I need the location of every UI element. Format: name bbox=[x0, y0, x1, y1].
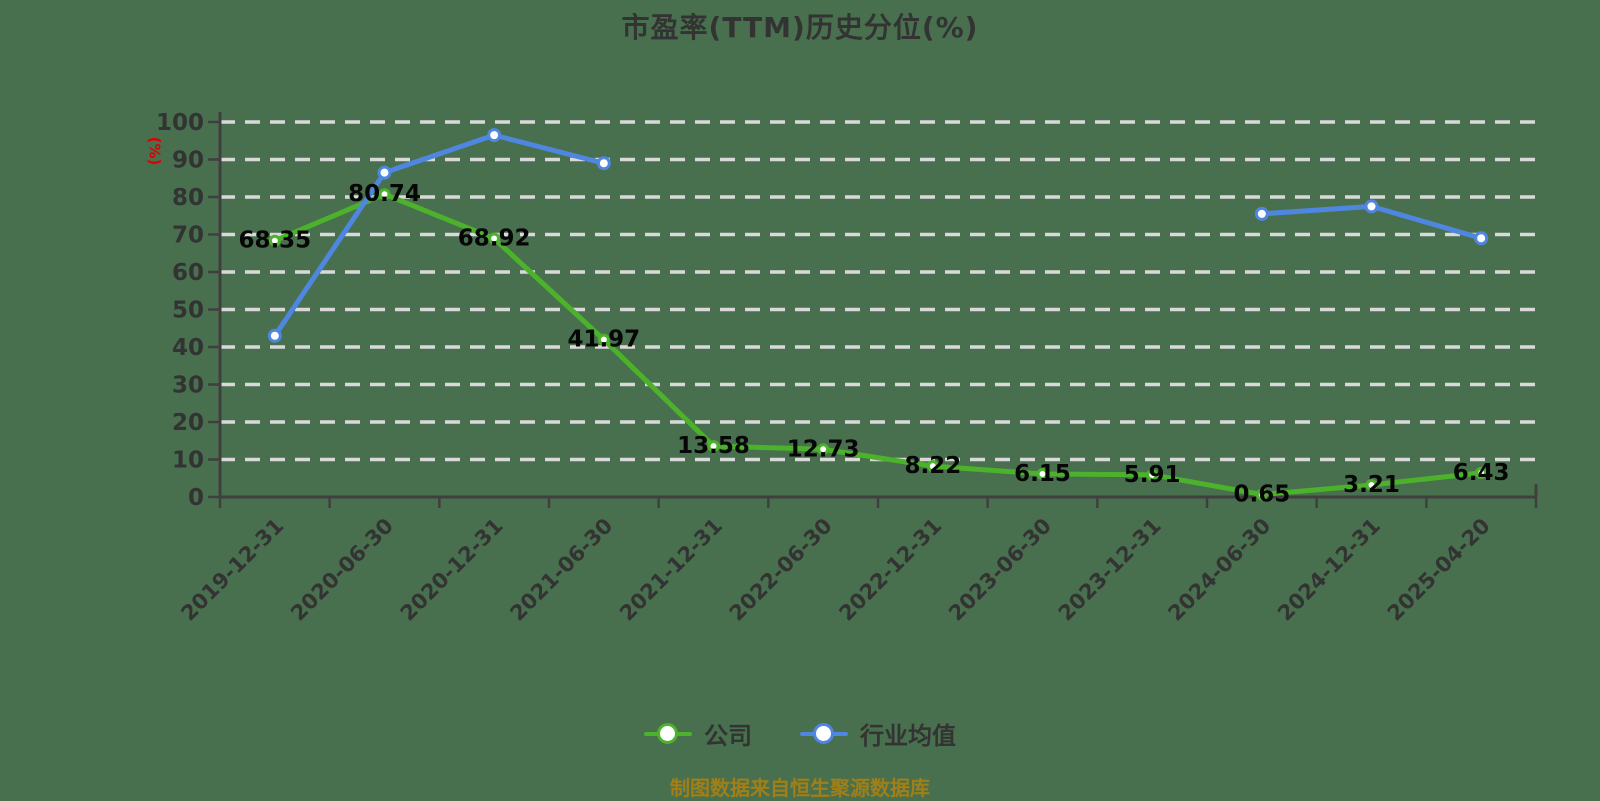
legend-label: 公司 bbox=[704, 722, 752, 750]
company-data-point[interactable] bbox=[1365, 478, 1378, 491]
company-data-point[interactable] bbox=[817, 443, 830, 456]
company-data-point[interactable] bbox=[1036, 467, 1049, 480]
company-data-point[interactable] bbox=[926, 460, 939, 473]
industry-data-point[interactable] bbox=[377, 165, 392, 180]
data-label: 80.74 bbox=[348, 181, 421, 207]
data-label: 68.92 bbox=[458, 226, 531, 252]
x-tick-label: 2025-04-20 bbox=[1383, 514, 1495, 626]
data-label: 8.22 bbox=[904, 453, 961, 479]
company-data-point[interactable] bbox=[488, 232, 501, 245]
data-label: 0.65 bbox=[1233, 482, 1290, 508]
company-line bbox=[272, 191, 1484, 498]
data-label: 5.91 bbox=[1124, 462, 1181, 488]
legend-item-industry[interactable]: 行业均值 bbox=[800, 716, 956, 751]
y-tick-label: 90 bbox=[172, 148, 204, 174]
legend-label: 行业均值 bbox=[860, 722, 956, 750]
x-tick-label: 2022-12-31 bbox=[834, 514, 946, 626]
data-label: 12.73 bbox=[787, 436, 860, 462]
y-tick-label: 70 bbox=[172, 223, 204, 249]
company-data-point[interactable] bbox=[268, 234, 281, 247]
x-tick-label: 2021-06-30 bbox=[505, 514, 617, 626]
data-label: 68.35 bbox=[238, 228, 311, 254]
industry-data-point[interactable] bbox=[1474, 231, 1489, 246]
company-data-point[interactable] bbox=[1255, 488, 1268, 501]
company-data-point[interactable] bbox=[1146, 468, 1159, 481]
industry-data-point[interactable] bbox=[1254, 206, 1269, 221]
data-label: 3.21 bbox=[1343, 472, 1400, 498]
company-data-point[interactable] bbox=[378, 188, 391, 201]
x-tick-label: 2023-06-30 bbox=[944, 514, 1056, 626]
chart-legend: 公司 行业均值 bbox=[0, 716, 1600, 751]
industry-data-point[interactable] bbox=[267, 328, 282, 343]
company-data-point[interactable] bbox=[1475, 466, 1488, 479]
y-tick-label: 30 bbox=[172, 373, 204, 399]
y-tick-label: 10 bbox=[172, 448, 204, 474]
industry-data-point[interactable] bbox=[596, 156, 611, 171]
data-label: 41.97 bbox=[567, 327, 640, 353]
data-label: 6.15 bbox=[1014, 461, 1071, 487]
x-tick-label: 2020-06-30 bbox=[286, 514, 398, 626]
legend-item-company[interactable]: 公司 bbox=[644, 716, 752, 751]
data-label: 13.58 bbox=[677, 433, 750, 459]
y-tick-label: 100 bbox=[156, 110, 204, 136]
company-legend-marker-icon bbox=[644, 721, 692, 747]
y-tick-label: 40 bbox=[172, 335, 204, 361]
x-tick-label: 2023-12-31 bbox=[1054, 514, 1166, 626]
y-tick-label: 60 bbox=[172, 260, 204, 286]
y-tick-label: 50 bbox=[172, 298, 204, 324]
x-tick-label: 2021-12-31 bbox=[615, 514, 727, 626]
company-data-point[interactable] bbox=[597, 333, 610, 346]
industry-line bbox=[272, 132, 607, 339]
y-tick-label: 20 bbox=[172, 410, 204, 436]
x-tick-label: 2019-12-31 bbox=[176, 514, 288, 626]
industry-legend-marker-icon bbox=[800, 721, 848, 747]
industry-data-point[interactable] bbox=[487, 128, 502, 143]
industry-data-point[interactable] bbox=[1364, 199, 1379, 214]
x-tick-label: 2024-12-31 bbox=[1273, 514, 1385, 626]
y-tick-label: 80 bbox=[172, 185, 204, 211]
chart-source-note: 制图数据来自恒生聚源数据库 bbox=[670, 776, 930, 800]
x-tick-label: 2022-06-30 bbox=[725, 514, 837, 626]
x-tick-label: 2024-06-30 bbox=[1163, 514, 1275, 626]
chart-title: 市盈率(TTM)历史分位(%) bbox=[621, 11, 979, 44]
company-data-point[interactable] bbox=[707, 440, 720, 453]
data-label: 6.43 bbox=[1453, 460, 1510, 486]
y-tick-label: 0 bbox=[188, 485, 204, 511]
x-tick-label: 2020-12-31 bbox=[396, 514, 508, 626]
